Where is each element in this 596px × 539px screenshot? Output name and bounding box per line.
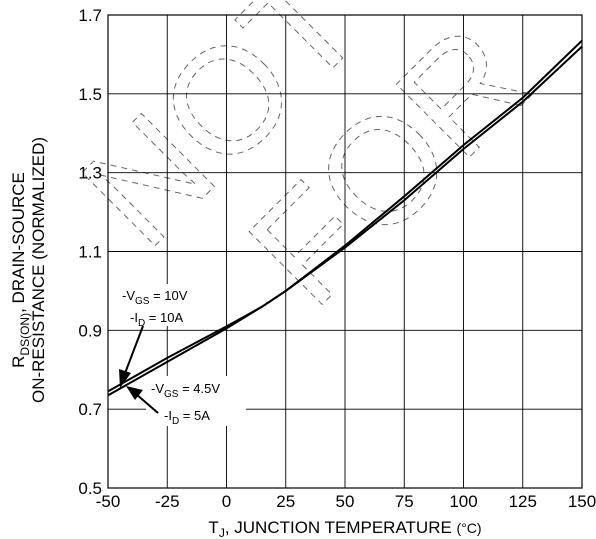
plot-frame bbox=[107, 14, 583, 489]
annotation-2-line1: -VGS = 4.5V bbox=[151, 381, 220, 400]
annotation-1-arrowhead bbox=[119, 369, 131, 388]
y-tick-label: 1.5 bbox=[78, 85, 102, 104]
series-line-2 bbox=[107, 45, 583, 397]
x-tick-label: 50 bbox=[336, 492, 355, 511]
annotation-1-background bbox=[118, 284, 210, 326]
x-tick-label: 100 bbox=[449, 492, 477, 511]
y-axis-label-line1: RDS(ON), DRAIN-SOURCE bbox=[9, 172, 32, 368]
annotation-1-line2: -ID = 10A bbox=[130, 310, 183, 329]
y-axis-label-line2: ON-RESISTANCE (NORMALIZED) bbox=[29, 137, 48, 403]
x-tick-label: -25 bbox=[155, 492, 180, 511]
y-tick-labels: 0.5 0.7 0.9 1.1 1.3 1.5 1.7 bbox=[78, 6, 102, 498]
annotation-2-background bbox=[146, 376, 246, 426]
y-axis-label: RDS(ON), DRAIN-SOURCE ON-RESISTANCE (NOR… bbox=[9, 137, 48, 403]
x-tick-label: 150 bbox=[568, 492, 596, 511]
series-layer bbox=[107, 39, 583, 397]
annotation-2-arrowhead bbox=[126, 386, 143, 400]
y-tick-label: 0.5 bbox=[78, 479, 102, 498]
annotation-2-line2: -ID = 5A bbox=[164, 408, 210, 427]
annotation-vgs-4-5v: -VGS = 4.5V -ID = 5A bbox=[126, 376, 246, 427]
y-tick-label: 1.3 bbox=[78, 164, 102, 183]
x-axis-label: TJ, JUNCTION TEMPERATURE (°C) bbox=[208, 518, 481, 539]
x-tick-label: 125 bbox=[509, 492, 537, 511]
y-tick-label: 0.9 bbox=[78, 321, 102, 340]
annotation-1-arrow bbox=[123, 325, 144, 377]
annotation-1-line1: -VGS = 10V bbox=[122, 288, 188, 307]
y-tick-label: 0.7 bbox=[78, 400, 102, 419]
y-tick-label: 1.1 bbox=[78, 243, 102, 262]
x-tick-label: 25 bbox=[276, 492, 295, 511]
x-tick-label: 0 bbox=[222, 492, 231, 511]
x-tick-labels: -50 -25 0 25 50 75 100 125 150 bbox=[96, 492, 596, 511]
annotation-vgs-10v: -VGS = 10V -ID = 10A bbox=[118, 284, 210, 388]
x-tick-label: 75 bbox=[395, 492, 414, 511]
x-tick-label: -50 bbox=[96, 492, 121, 511]
y-tick-label: 1.7 bbox=[78, 6, 102, 25]
annotation-2-arrow bbox=[135, 393, 159, 414]
